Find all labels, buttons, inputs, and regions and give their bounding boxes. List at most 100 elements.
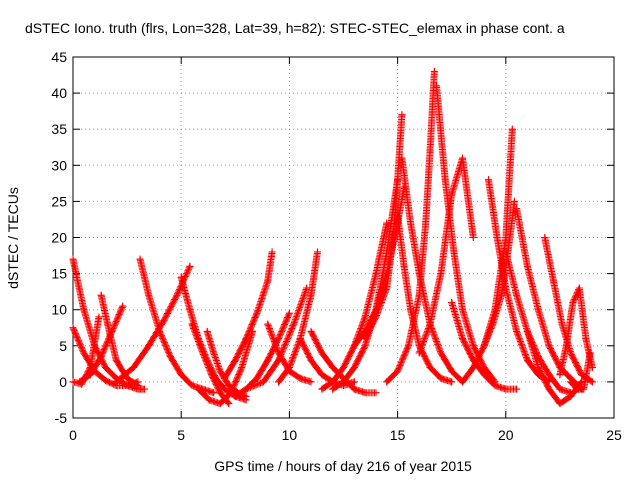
data-point — [259, 378, 267, 386]
series-26 — [433, 82, 499, 386]
data-point — [329, 385, 337, 393]
x-tick-label: 20 — [498, 427, 514, 443]
data-point — [307, 356, 315, 364]
data-point — [264, 356, 272, 364]
data-point — [225, 400, 233, 408]
data-point — [569, 298, 577, 306]
data-point — [448, 367, 456, 375]
y-tick-label: 40 — [51, 85, 67, 101]
data-point — [303, 284, 311, 292]
data-point — [484, 176, 492, 184]
data-point — [203, 327, 211, 335]
data-point — [459, 378, 467, 386]
data-point — [534, 306, 542, 314]
data-point — [586, 349, 594, 357]
series-25 — [383, 67, 438, 386]
data-point — [469, 363, 477, 371]
data-point — [318, 371, 326, 379]
data-point — [398, 154, 406, 162]
data-point — [350, 378, 358, 386]
data-point — [567, 349, 575, 357]
data-point — [145, 342, 153, 350]
data-point — [394, 176, 402, 184]
data-point — [372, 389, 380, 397]
data-point — [545, 385, 553, 393]
data-point — [104, 320, 112, 328]
series-30 — [484, 176, 553, 386]
data-point — [314, 248, 322, 256]
data-point — [95, 313, 103, 321]
y-axis-label: dSTEC / TECUs — [5, 187, 21, 289]
data-point — [350, 385, 358, 393]
y-tick-label: 5 — [59, 338, 67, 354]
series-37 — [567, 349, 594, 393]
data-point — [195, 385, 203, 393]
data-point — [242, 335, 250, 343]
data-point — [567, 392, 575, 400]
data-point — [136, 255, 144, 263]
data-point — [469, 234, 477, 241]
data-point — [437, 349, 445, 357]
data-point — [480, 371, 488, 379]
x-tick-label: 25 — [606, 427, 622, 443]
data-point — [205, 396, 213, 404]
series-12 — [220, 248, 276, 382]
data-point — [101, 376, 109, 384]
data-point — [350, 342, 358, 350]
data-point — [383, 219, 391, 227]
x-tick-label: 0 — [69, 427, 77, 443]
data-point — [275, 378, 283, 386]
series-9 — [188, 320, 233, 408]
data-point — [575, 284, 583, 292]
data-point — [448, 378, 456, 386]
data-point — [238, 363, 246, 371]
series-marker-trail — [485, 176, 553, 386]
x-tick-label: 15 — [390, 427, 406, 443]
data-point — [307, 327, 315, 335]
data-point — [398, 111, 406, 119]
data-point — [426, 320, 434, 328]
data-point — [275, 349, 283, 357]
data-point — [513, 385, 521, 393]
data-point — [216, 367, 224, 375]
y-tick-label: 25 — [51, 193, 67, 209]
data-point — [469, 342, 477, 350]
x-axis-label: GPS time / hours of day 216 of year 2015 — [214, 458, 472, 474]
data-point — [130, 363, 138, 371]
data-point — [407, 306, 415, 314]
y-tick-label: 45 — [51, 49, 67, 65]
data-point — [450, 248, 458, 256]
data-point — [216, 400, 224, 408]
data-point — [523, 327, 531, 335]
data-point — [253, 374, 261, 382]
data-point — [160, 317, 168, 325]
chart-title: dSTEC Iono. truth (flrs, Lon=328, Lat=39… — [25, 20, 565, 36]
data-point — [290, 320, 298, 328]
data-point — [318, 349, 326, 357]
data-point — [340, 363, 347, 371]
data-point — [296, 335, 304, 343]
series-36 — [556, 284, 596, 379]
data-point — [441, 176, 449, 184]
data-point — [318, 385, 326, 393]
data-point — [394, 367, 402, 375]
data-point — [459, 335, 467, 343]
data-point — [582, 335, 590, 343]
data-point — [264, 277, 272, 285]
data-point — [156, 327, 164, 335]
data-point — [285, 309, 293, 317]
data-point — [329, 378, 337, 386]
data-point — [296, 374, 304, 382]
data-point — [389, 234, 397, 241]
data-point — [361, 342, 369, 350]
y-tick-label: 15 — [51, 266, 67, 282]
data-point — [101, 363, 109, 371]
data-point — [502, 385, 510, 393]
data-point — [242, 385, 250, 393]
series-34 — [523, 327, 586, 408]
data-point — [541, 234, 549, 241]
x-tick-label: 5 — [177, 427, 185, 443]
data-point — [177, 371, 185, 379]
data-point — [422, 219, 430, 227]
data-point — [220, 374, 228, 382]
